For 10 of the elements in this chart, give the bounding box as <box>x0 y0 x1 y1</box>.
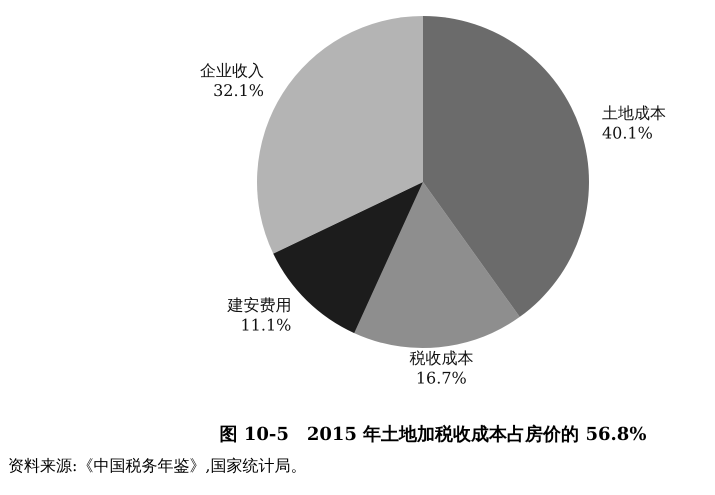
data-label: 40.1% <box>602 124 653 143</box>
slice-label: 企业收入 <box>200 60 264 80</box>
data-label: 32.1% <box>213 80 264 100</box>
text: 图 10-5 2015 年土地加税收成本占房价的 56.8% <box>218 423 648 446</box>
slice-label: 税收成本 <box>409 348 474 368</box>
data-label: 16.7% <box>416 368 467 388</box>
slice-label: 建安费用 <box>226 295 292 314</box>
data-label: 11.1% <box>240 315 292 334</box>
slice-label: 土地成本 <box>602 104 666 123</box>
text: 资料来源:《中国税务年鉴》,国家统计局。 <box>8 456 308 477</box>
